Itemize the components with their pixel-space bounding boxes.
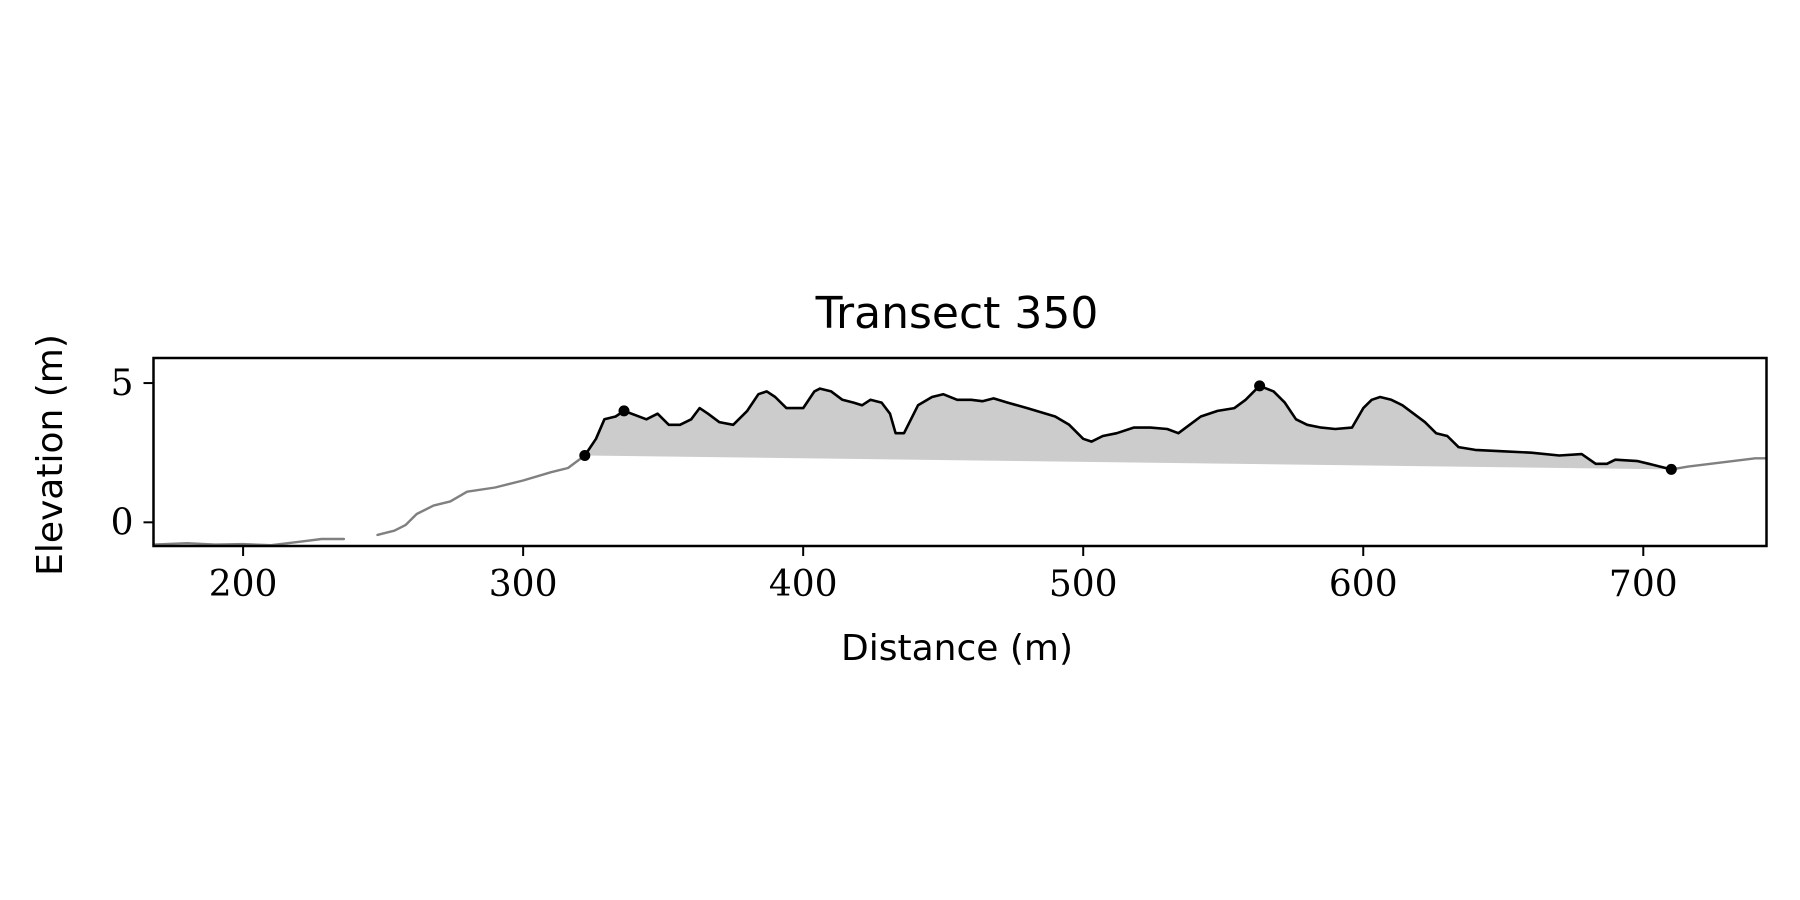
plot-frame bbox=[152, 356, 1768, 548]
x-tick-label-700: 700 bbox=[1609, 564, 1678, 605]
profile-point-marker-1 bbox=[579, 450, 591, 461]
x-tick-label-300: 300 bbox=[489, 564, 558, 605]
profile-landward-segment-line bbox=[376, 454, 586, 537]
y-axis-label: Elevation (m) bbox=[30, 334, 71, 576]
dune-fill-area bbox=[584, 385, 1672, 470]
plot-area bbox=[152, 380, 1768, 547]
x-tick-label-200: 200 bbox=[209, 564, 278, 605]
dune-profile-line bbox=[583, 384, 1673, 471]
x-tick-label-400: 400 bbox=[769, 564, 838, 605]
y-tick-label-5: 5 bbox=[111, 363, 134, 404]
x-tick-label-500: 500 bbox=[1049, 564, 1118, 605]
x-axis-label: Distance (m) bbox=[841, 628, 1073, 669]
profile-beyond-segment-line bbox=[1670, 457, 1768, 471]
profile-seaward-segment-line bbox=[152, 537, 346, 547]
profile-point-marker-2 bbox=[618, 405, 630, 417]
profile-point-marker-3 bbox=[1254, 380, 1266, 392]
axis-ticks: 200 300 400 500 600 700 0 5 bbox=[111, 363, 1678, 605]
x-tick-label-600: 600 bbox=[1329, 564, 1398, 605]
chart-title: Transect 350 bbox=[815, 288, 1099, 339]
profile-point-marker-4 bbox=[1665, 463, 1677, 475]
y-tick-label-0: 0 bbox=[111, 502, 134, 543]
